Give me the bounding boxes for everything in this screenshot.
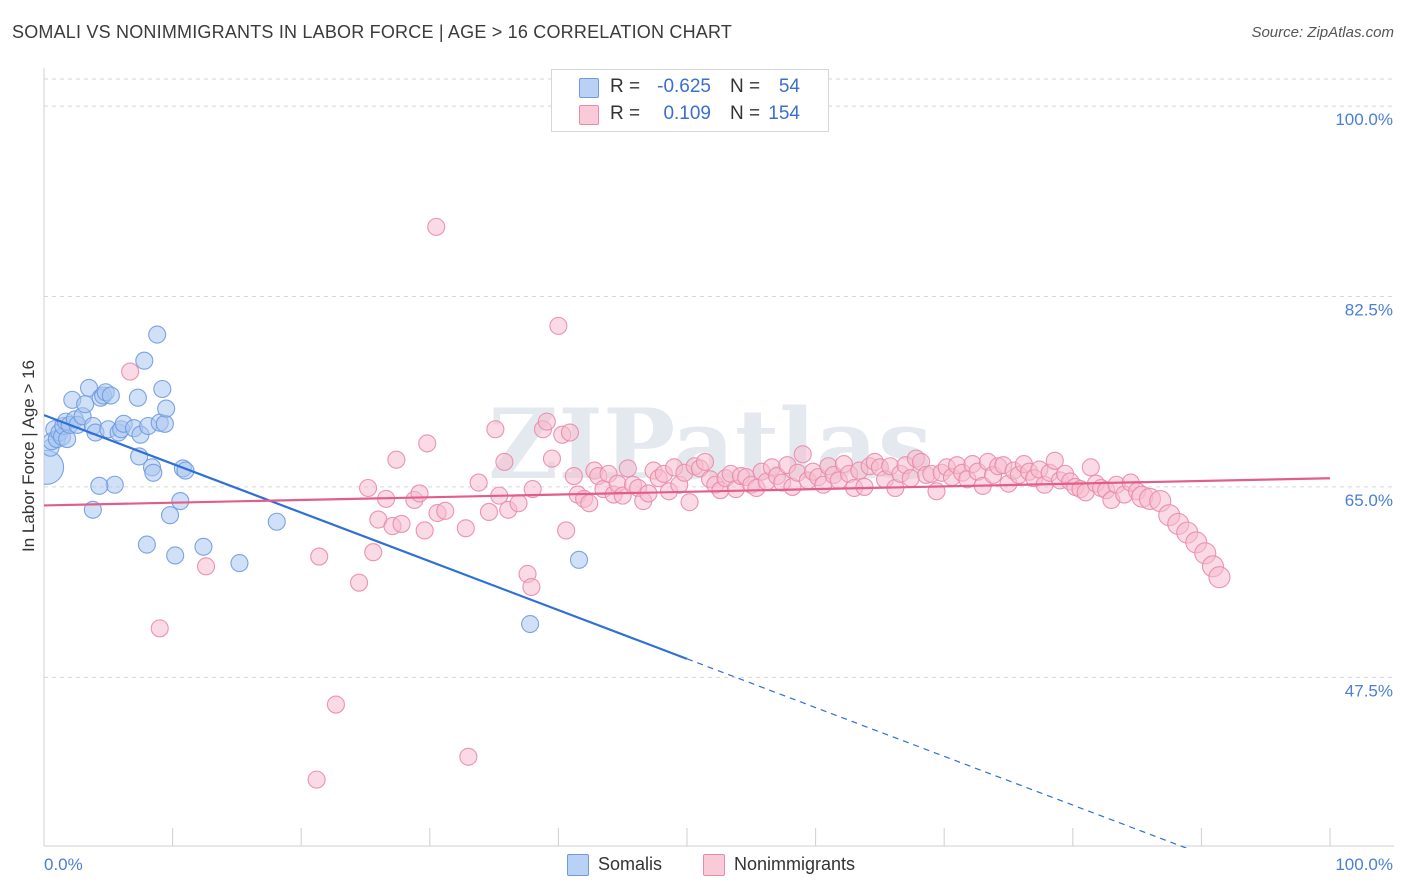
nonimmigrants-point xyxy=(680,493,699,512)
somalis-point xyxy=(153,379,172,399)
somalis-swatch xyxy=(567,854,589,876)
nonimmigrants-point xyxy=(415,521,434,540)
trend-lines xyxy=(44,414,1331,848)
nonimmigrants-point xyxy=(1045,451,1064,470)
nonimmigrants-point xyxy=(410,484,429,503)
nonimmigrants-point xyxy=(436,501,455,520)
nonimmigrants-point xyxy=(793,445,812,464)
nonimmigrants-point xyxy=(469,473,488,492)
somalis-point xyxy=(148,325,167,344)
nonimmigrants-point xyxy=(479,502,499,521)
nonimmigrants-point xyxy=(307,770,326,789)
somalis-point xyxy=(160,506,180,525)
nonimmigrants-point xyxy=(522,577,541,597)
nonimmigrants-point xyxy=(564,466,583,486)
nonimmigrants-swatch xyxy=(579,105,599,125)
legend-label-somalis: Somalis xyxy=(598,854,663,874)
nonimmigrants-point xyxy=(523,480,542,499)
y-tick-label: 47.5% xyxy=(1345,681,1393,700)
somalis-point xyxy=(194,537,213,556)
n-label: N = xyxy=(730,76,761,97)
somalis-point xyxy=(144,463,163,482)
somalis-trend-line xyxy=(44,414,688,660)
nonimmigrants-point xyxy=(1081,458,1100,477)
somalis-point xyxy=(79,378,99,397)
y-tick-label: 65.0% xyxy=(1345,491,1393,510)
somalis-point xyxy=(166,546,185,565)
r-label: R = xyxy=(610,103,641,124)
nonimmigrants-point xyxy=(387,450,406,469)
nonimmigrants-point xyxy=(456,519,475,538)
somalis-point xyxy=(128,388,147,407)
somalis-point xyxy=(135,351,154,370)
nonimmigrants-point xyxy=(1208,566,1231,589)
somalis-point xyxy=(101,386,120,405)
somalis-point xyxy=(137,535,156,554)
tick-labels: 47.5% 65.0% 82.5% 100.0% 0.0% 100.0% xyxy=(44,110,1393,874)
somalis-trend-extension xyxy=(686,658,1188,848)
nonimmigrants-point xyxy=(486,420,505,439)
nonimmigrants-point xyxy=(459,747,478,766)
somalis-point xyxy=(155,414,174,433)
nonimmigrants-point xyxy=(310,547,329,566)
nonimmigrants-point xyxy=(418,434,437,453)
somalis-swatch xyxy=(579,78,599,98)
somalis-point xyxy=(569,550,589,569)
n-value: 154 xyxy=(768,103,800,124)
nonimmigrants-point xyxy=(196,557,216,576)
n-label: N = xyxy=(730,103,761,124)
legend-label-nonimmigrants: Nonimmigrants xyxy=(734,854,856,874)
nonimmigrants-point xyxy=(350,573,369,592)
nonimmigrants-point xyxy=(580,494,599,513)
correlation-legend: R = -0.625 N = 54 R = 0.109 N = 154 xyxy=(551,69,829,132)
nonimmigrants-point xyxy=(618,459,637,478)
r-label: R = xyxy=(610,76,641,97)
nonimmigrants-point xyxy=(326,695,345,714)
r-value: 0.109 xyxy=(663,103,711,124)
chart-title: SOMALI VS NONIMMIGRANTS IN LABOR FORCE |… xyxy=(12,22,733,42)
y-tick-label: 82.5% xyxy=(1345,301,1393,320)
nonimmigrants-point xyxy=(364,543,383,562)
nonimmigrants-trend-line xyxy=(44,477,1331,507)
somalis-point xyxy=(171,492,190,511)
nonimmigrants-point xyxy=(560,423,580,442)
somalis-point xyxy=(105,475,124,494)
nonimmigrants-point xyxy=(495,452,514,471)
nonimmigrants-point xyxy=(549,316,568,335)
nonimmigrants-point xyxy=(542,449,562,468)
nonimmigrants-point xyxy=(150,619,169,638)
somalis-point xyxy=(76,395,95,414)
nonimmigrants-point xyxy=(121,362,140,381)
nonimmigrants-point xyxy=(901,469,920,488)
nonimmigrants-point xyxy=(392,514,411,533)
nonimmigrants-swatch xyxy=(703,854,725,876)
legend-row-nonimmigrants: R = 0.109 N = 154 xyxy=(552,101,828,127)
nonimmigrants-point xyxy=(537,412,556,431)
somalis-point xyxy=(157,399,176,418)
r-value: -0.625 xyxy=(657,76,711,97)
nonimmigrants-point xyxy=(359,478,378,498)
x-tick-label: 0.0% xyxy=(44,855,83,874)
nonimmigrants-point xyxy=(509,494,528,513)
y-tick-label: 100.0% xyxy=(1335,110,1393,129)
somalis-point xyxy=(230,554,249,573)
nonimmigrants-point xyxy=(427,217,446,236)
n-value: 54 xyxy=(778,76,800,97)
somalis-point xyxy=(90,476,109,495)
somalis-point xyxy=(521,614,540,634)
series-legend: Somalis Nonimmigrants xyxy=(0,852,1406,876)
legend-row-somalis: R = -0.625 N = 54 xyxy=(552,74,828,100)
nonimmigrants-point xyxy=(557,521,576,540)
nonimmigrants-point xyxy=(695,452,715,471)
source-credit: Source: ZipAtlas.com xyxy=(1251,24,1394,41)
points xyxy=(44,217,1231,789)
somalis-point xyxy=(267,512,286,531)
x-tick-label: 100.0% xyxy=(1335,855,1393,874)
